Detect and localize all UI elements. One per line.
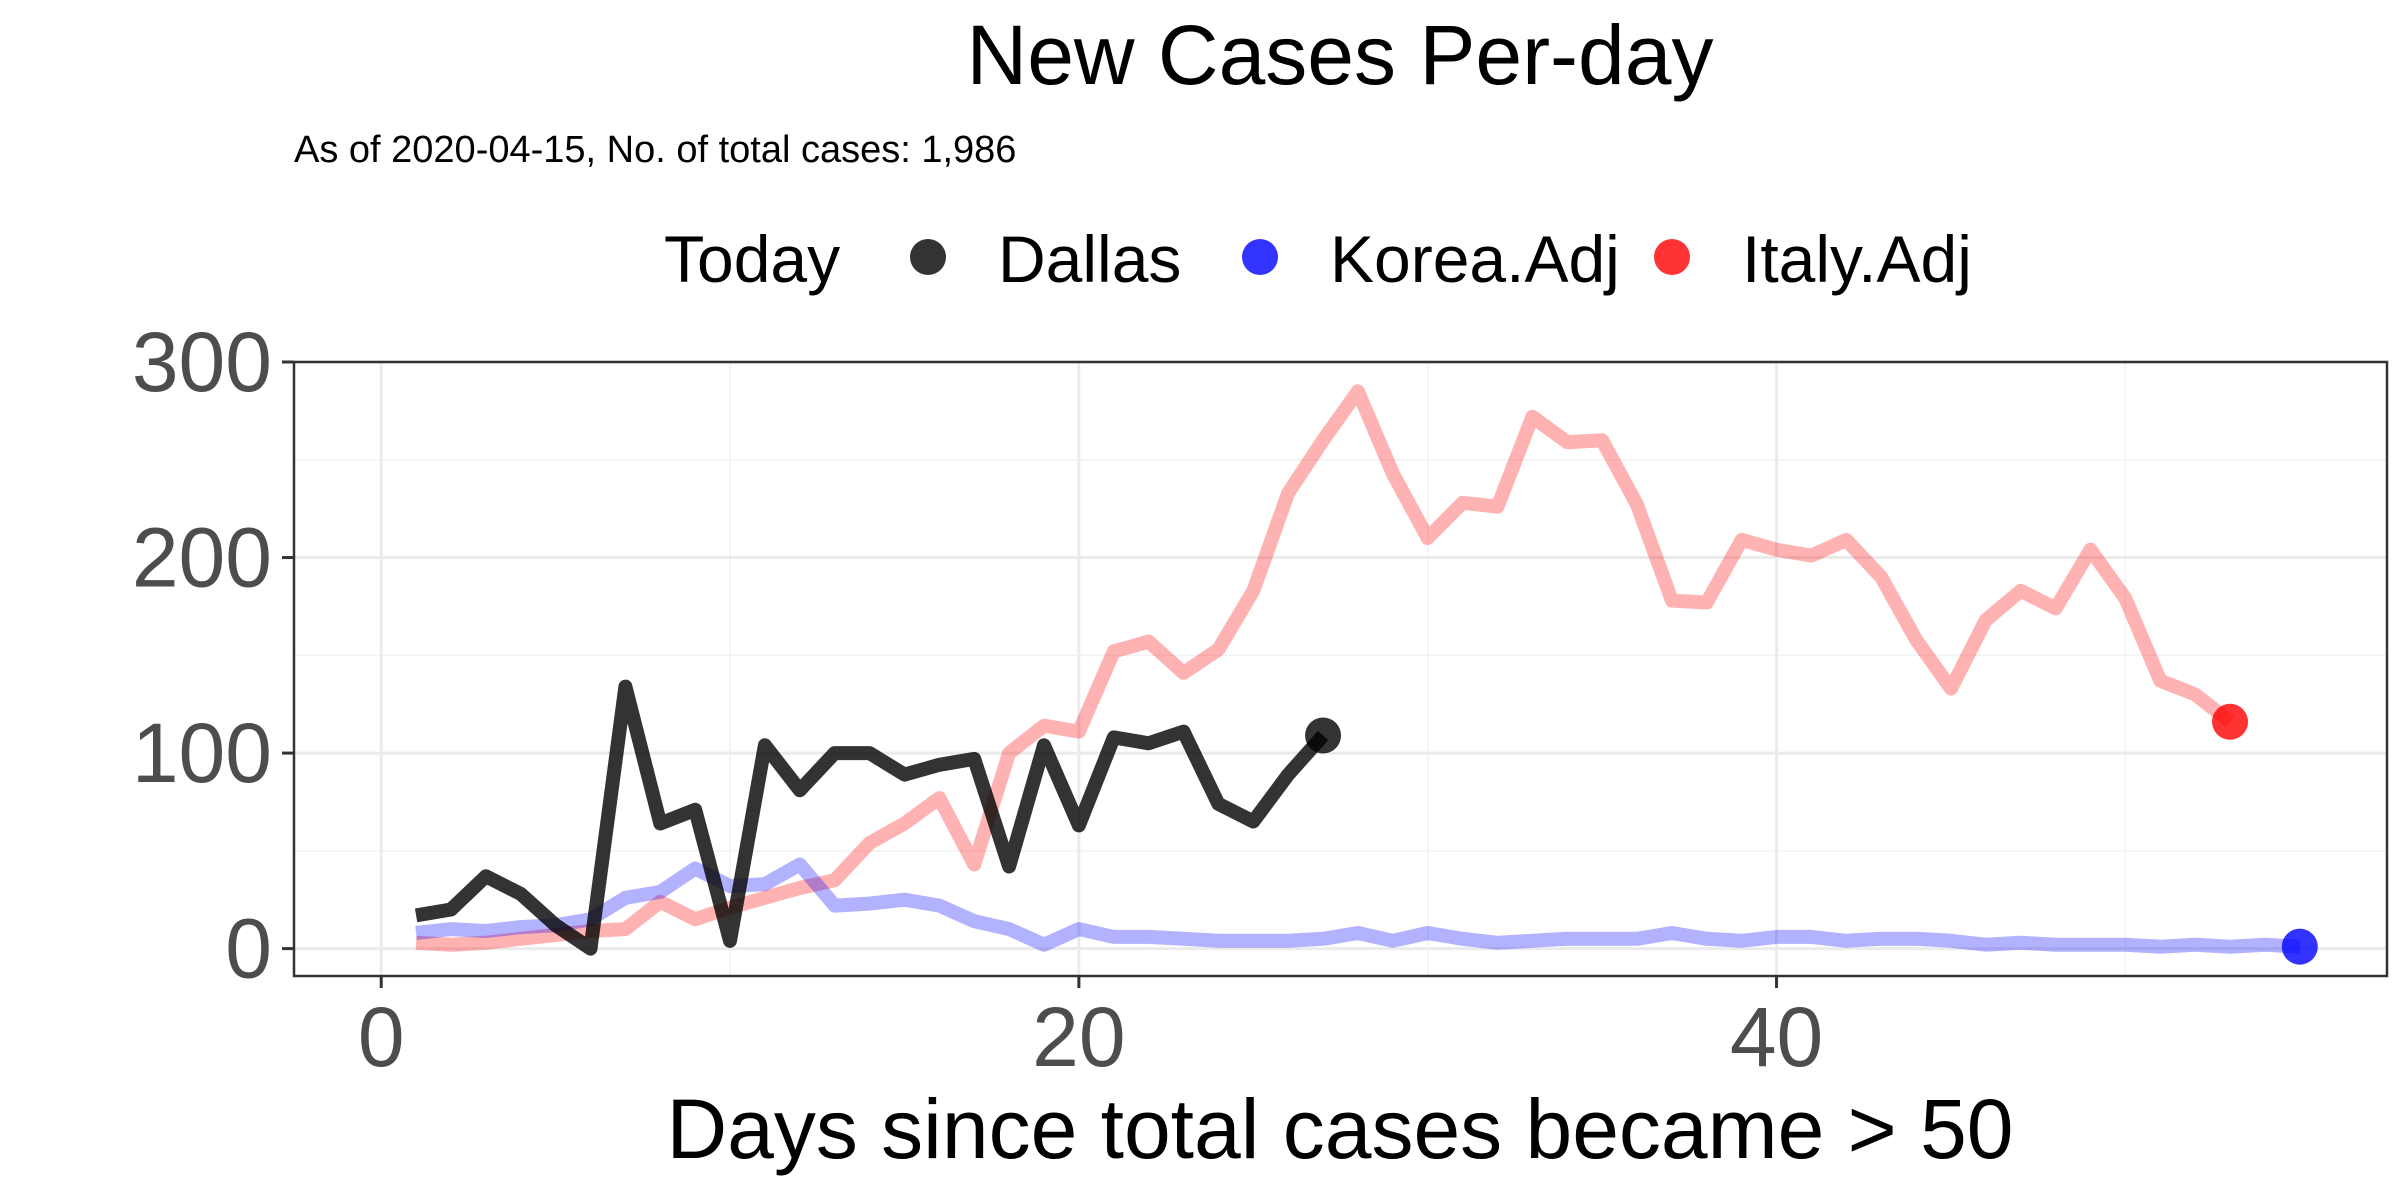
- series-line-dallas: [414, 679, 1329, 956]
- series-end-point-italy-adj: [2212, 703, 2249, 740]
- x-tick-label: 0: [358, 990, 405, 1084]
- legend-key-dallas: [910, 239, 946, 275]
- y-tick-label: 0: [225, 902, 272, 996]
- x-tick-label: 40: [1730, 990, 1823, 1084]
- legend-key-italy-adj: [1654, 239, 1690, 275]
- legend: Today Dallas Korea.Adj Italy.Adj: [664, 222, 1972, 296]
- series-end-point-dallas: [1305, 717, 1342, 754]
- legend-key-korea-adj: [1242, 239, 1278, 275]
- y-tick-label: 100: [132, 706, 272, 800]
- series-end-points: [1305, 703, 2318, 965]
- x-tick-label: 20: [1032, 990, 1125, 1084]
- series-lines: [414, 384, 2301, 956]
- y-tick-label: 300: [132, 315, 272, 409]
- series-line-korea-adj: [415, 857, 2301, 954]
- legend-title: Today: [664, 222, 840, 296]
- y-tick-label: 200: [132, 511, 272, 605]
- y-axis: 0 100 200 300: [132, 315, 294, 996]
- legend-label-italy-adj: Italy.Adj: [1742, 222, 1972, 296]
- plot-panel-border: [292, 360, 2389, 978]
- x-axis: 0 20 40: [358, 976, 1823, 1084]
- series-line-italy-adj: [415, 384, 2235, 952]
- grid: [294, 360, 2387, 976]
- x-axis-label: Days since total cases became > 50: [666, 1082, 2013, 1176]
- series-end-point-korea-adj: [2281, 928, 2318, 965]
- chart-subtitle: As of 2020-04-15, No. of total cases: 1,…: [294, 129, 1016, 171]
- legend-label-dallas: Dallas: [998, 222, 1181, 296]
- chart-title: New Cases Per-day: [967, 8, 1714, 102]
- legend-label-korea-adj: Korea.Adj: [1330, 222, 1620, 296]
